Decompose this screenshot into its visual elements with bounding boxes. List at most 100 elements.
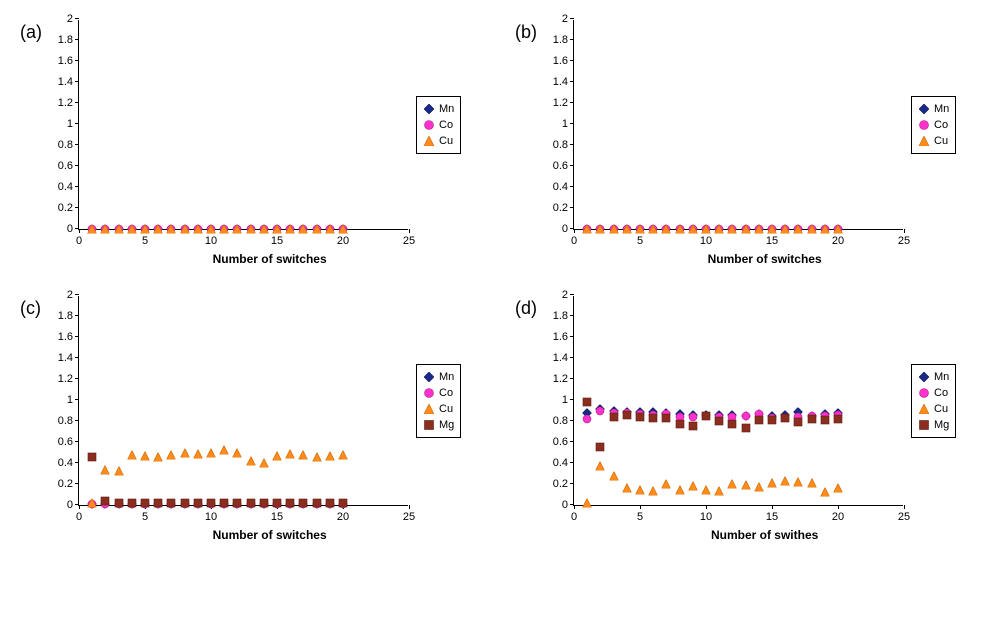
datapoint-Cu — [834, 484, 843, 493]
legend-item-Mn: Mn — [918, 369, 949, 385]
cu-marker-icon — [423, 403, 435, 415]
panel-label: (b) — [515, 20, 543, 43]
datapoint-Cu — [325, 451, 334, 460]
datapoint-Cu — [781, 476, 790, 485]
datapoint-Cu — [127, 225, 136, 234]
datapoint-Cu — [259, 225, 268, 234]
ytick-label: 0.2 — [553, 478, 574, 490]
xtick-label: 0 — [76, 229, 82, 247]
datapoint-Cu — [339, 225, 348, 234]
legend-label: Co — [439, 117, 453, 133]
datapoint-Cu — [636, 225, 645, 234]
ytick-label: 0.4 — [58, 181, 79, 193]
legend-item-Co: Co — [918, 385, 949, 401]
ytick-label: 1.4 — [58, 76, 79, 88]
ytick-label: 0.6 — [58, 436, 79, 448]
ytick-label: 0.8 — [58, 139, 79, 151]
ytick-label: 0.4 — [553, 457, 574, 469]
datapoint-Cu — [768, 225, 777, 234]
xtick-label: 0 — [76, 505, 82, 523]
ytick-label: 1.8 — [553, 310, 574, 322]
legend-item-Cu: Cu — [918, 401, 949, 417]
datapoint-Mg — [741, 424, 750, 433]
co-marker-icon — [918, 119, 930, 131]
datapoint-Cu — [702, 486, 711, 495]
panel-label: (c) — [20, 296, 48, 319]
datapoint-Mg — [114, 498, 123, 507]
datapoint-Mg — [233, 498, 242, 507]
datapoint-Mg — [807, 414, 816, 423]
datapoint-Cu — [193, 225, 202, 234]
mn-marker-icon — [423, 371, 435, 383]
ytick-label: 1 — [67, 118, 79, 130]
legend: MnCoCu — [416, 96, 461, 154]
datapoint-Cu — [741, 481, 750, 490]
legend-label: Cu — [439, 401, 453, 417]
datapoint-Co — [741, 411, 750, 420]
datapoint-Mg — [127, 498, 136, 507]
datapoint-Mg — [715, 417, 724, 426]
xtick-label: 20 — [832, 505, 844, 523]
datapoint-Cu — [702, 225, 711, 234]
datapoint-Mg — [583, 398, 592, 407]
co-marker-icon — [423, 387, 435, 399]
datapoint-Cu — [180, 225, 189, 234]
legend-label: Mn — [934, 369, 949, 385]
legend-label: Cu — [439, 133, 453, 149]
chart-grid: (a) 00.20.40.60.811.21.41.61.820510152025… — [20, 20, 980, 542]
datapoint-Cu — [259, 459, 268, 468]
cu-marker-icon — [423, 135, 435, 147]
ytick-label: 2 — [562, 289, 574, 301]
legend-item-Co: Co — [423, 117, 454, 133]
datapoint-Mg — [273, 498, 282, 507]
datapoint-Cu — [233, 225, 242, 234]
datapoint-Mg — [101, 496, 110, 505]
ytick-label: 2 — [67, 289, 79, 301]
datapoint-Cu — [662, 480, 671, 489]
ytick-label: 0.6 — [553, 160, 574, 172]
legend-label: Co — [934, 117, 948, 133]
datapoint-Mg — [820, 415, 829, 424]
datapoint-Cu — [167, 225, 176, 234]
datapoint-Cu — [622, 225, 631, 234]
datapoint-Cu — [794, 225, 803, 234]
datapoint-Mg — [299, 498, 308, 507]
datapoint-Cu — [246, 225, 255, 234]
datapoint-Mg — [662, 413, 671, 422]
datapoint-Cu — [141, 451, 150, 460]
ytick-label: 0.4 — [553, 181, 574, 193]
ytick-label: 0.8 — [58, 415, 79, 427]
datapoint-Mg — [649, 413, 658, 422]
datapoint-Cu — [273, 225, 282, 234]
datapoint-Mg — [688, 422, 697, 431]
ytick-label: 1.2 — [58, 373, 79, 385]
datapoint-Mg — [325, 498, 334, 507]
datapoint-Mg — [636, 412, 645, 421]
legend-label: Cu — [934, 133, 948, 149]
cu-marker-icon — [918, 403, 930, 415]
mn-marker-icon — [918, 103, 930, 115]
legend-label: Mg — [934, 417, 949, 433]
xtick-label: 25 — [403, 505, 415, 523]
datapoint-Cu — [649, 225, 658, 234]
datapoint-Cu — [662, 225, 671, 234]
datapoint-Cu — [88, 225, 97, 234]
ytick-label: 2 — [562, 13, 574, 25]
datapoint-Co — [596, 406, 605, 415]
panel-label: (a) — [20, 20, 48, 43]
datapoint-Cu — [233, 448, 242, 457]
datapoint-Cu — [339, 450, 348, 459]
datapoint-Cu — [649, 487, 658, 496]
xtick-label: 25 — [403, 229, 415, 247]
datapoint-Cu — [715, 225, 724, 234]
datapoint-Mg — [312, 498, 321, 507]
datapoint-Mg — [180, 498, 189, 507]
datapoint-Cu — [820, 225, 829, 234]
datapoint-Cu — [325, 225, 334, 234]
legend: MnCoCuMg — [416, 364, 461, 438]
datapoint-Cu — [286, 449, 295, 458]
ytick-label: 1.6 — [58, 331, 79, 343]
datapoint-Mg — [622, 410, 631, 419]
plot-area: 00.20.40.60.811.21.41.61.820510152025 — [573, 296, 903, 506]
ytick-label: 1.6 — [553, 331, 574, 343]
